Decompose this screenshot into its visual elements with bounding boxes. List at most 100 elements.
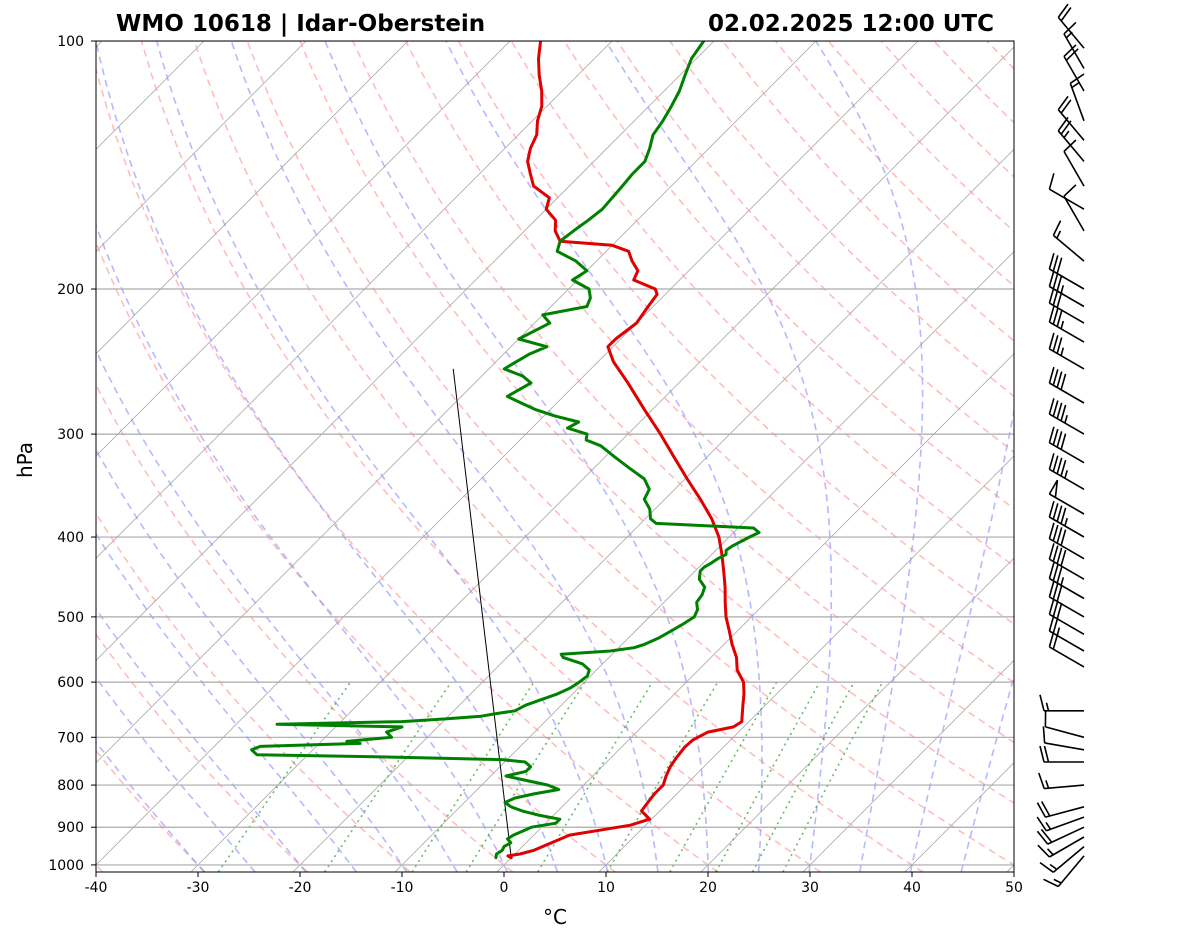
y-tick-label: 300: [57, 427, 84, 443]
wind-barb: [1048, 398, 1085, 435]
wind-barb: [1048, 287, 1085, 324]
wind-barb: [1044, 710, 1085, 739]
wind-barb: [1048, 426, 1085, 464]
wind-barb: [1048, 598, 1085, 635]
mixing-ratio-line: [465, 681, 586, 872]
wind-barb: [1048, 332, 1085, 370]
moist-adiabat: [815, 41, 924, 872]
x-axis-label: °C: [543, 905, 567, 929]
y-tick-label: 1000: [48, 858, 84, 874]
moist-adiabat: [960, 674, 1014, 872]
wind-barb: [1037, 836, 1085, 858]
dry-adiabat: [96, 383, 514, 872]
mixing-ratio-line: [782, 681, 884, 872]
y-tick-label: 200: [57, 282, 84, 298]
x-tick-label: 0: [500, 880, 509, 896]
wind-barb: [1057, 95, 1085, 141]
wind-barb: [1039, 694, 1084, 712]
chart-title-right: 02.02.2025 12:00 UTC: [708, 11, 994, 37]
isotherm-line: [96, 41, 511, 457]
wind-barb: [1048, 522, 1085, 560]
y-tick-label: 700: [57, 730, 84, 746]
dry-adiabat: [1040, 41, 1181, 872]
wind-barb: [1048, 366, 1085, 404]
isotherm-line: [96, 41, 817, 764]
wind-barb: [1052, 220, 1085, 262]
wind-barb: [1048, 252, 1085, 290]
parcel-line: [452, 368, 512, 858]
wind-barb: [1048, 630, 1085, 668]
moist-adiabat: [96, 223, 509, 872]
dry-adiabat: [669, 41, 1014, 398]
mixing-ratio-line: [411, 681, 535, 872]
wind-barb: [1039, 745, 1084, 763]
wind-barb: [1048, 453, 1085, 490]
wind-barb: [1036, 826, 1085, 845]
x-tick-label: -20: [289, 880, 312, 896]
dry-adiabat: [96, 240, 616, 872]
wind-barb: [1048, 562, 1085, 600]
moist-adiabat: [96, 532, 358, 872]
axis-ticks: -40 -30 -20 -10 0 10 20 30 40 50 100 200 300 400 500 60…: [48, 34, 1023, 896]
dry-adiabat: [140, 41, 821, 872]
isotherm-line: [700, 557, 1014, 872]
wind-barb: [1069, 73, 1085, 122]
wind-barb: [1036, 801, 1085, 818]
wind-barb: [1036, 816, 1085, 832]
profile-lines: [250, 41, 761, 860]
wind-barb: [1042, 726, 1085, 751]
mixing-ratio-line: [217, 681, 352, 872]
x-tick-label: -10: [391, 880, 414, 896]
isotherm-line: [96, 41, 613, 559]
moist-adiabat: [96, 740, 205, 872]
moist-adiabat: [324, 41, 709, 872]
wind-barbs: [1036, 3, 1085, 888]
wind-barb: [1057, 116, 1085, 162]
x-tick-label: -40: [85, 880, 108, 896]
plot-area: [96, 41, 1014, 872]
isotherm-line: [96, 41, 715, 662]
wind-barb: [1057, 3, 1085, 49]
isotherm-line: [96, 41, 307, 253]
isotherm-line: [190, 46, 1014, 872]
moist-adiabat: [96, 348, 458, 872]
dewpoint-line: [250, 41, 761, 860]
x-tick-label: -30: [187, 880, 210, 896]
y-tick-label: 500: [57, 610, 84, 626]
y-tick-label: 600: [57, 675, 84, 691]
wind-barb: [1048, 543, 1085, 580]
dry-adiabat: [299, 41, 1014, 805]
isotherm-line: [96, 41, 919, 866]
y-tick-label: 800: [57, 778, 84, 794]
isotherm-line: [394, 250, 1014, 872]
wind-barb: [1063, 139, 1085, 187]
dry-adiabat: [96, 512, 411, 872]
wind-barb: [1063, 184, 1085, 232]
x-tick-label: 40: [903, 880, 921, 896]
plot-frame: [95, 40, 1015, 873]
wind-barb: [1048, 270, 1085, 308]
moist-adiabat: [230, 41, 659, 872]
y-axis-label: hPa: [13, 442, 37, 478]
moist-adiabat: [909, 406, 1014, 872]
moist-adiabat: [96, 676, 256, 872]
dry-adiabat: [404, 41, 1014, 684]
wind-barb: [1039, 845, 1085, 873]
dry-adiabat: [246, 41, 1014, 866]
moist-adiabat: [445, 41, 763, 872]
dry-adiabat: [96, 633, 309, 872]
wind-barb: [1048, 614, 1085, 652]
isotherm-line: [598, 455, 1014, 872]
wind-barb: [1043, 855, 1085, 888]
chart-title-left: WMO 10618 | Idar-Oberstein: [116, 11, 485, 37]
isotherm-line: [802, 659, 1014, 872]
isotherm-line: [496, 353, 1014, 872]
dry-adiabat: [352, 41, 1014, 744]
moist-adiabat: [96, 607, 307, 872]
wind-barb: [1063, 44, 1085, 92]
mixing-ratio-line: [537, 681, 654, 872]
x-tick-label: 10: [597, 880, 615, 896]
wind-barb: [1048, 479, 1085, 515]
wind-barb: [1048, 580, 1085, 618]
temperature-line: [506, 41, 746, 860]
